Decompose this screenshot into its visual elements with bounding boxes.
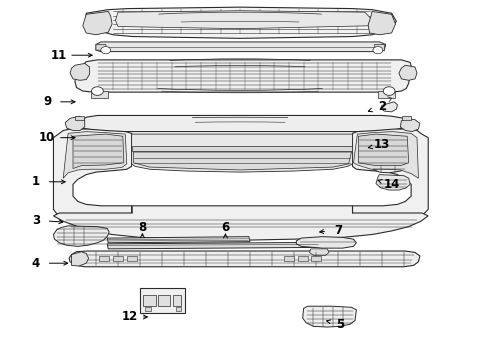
Polygon shape bbox=[96, 42, 386, 51]
Text: 6: 6 bbox=[221, 221, 230, 234]
Polygon shape bbox=[371, 148, 409, 173]
Bar bbox=[75, 116, 84, 120]
Polygon shape bbox=[373, 44, 384, 50]
Bar bbox=[284, 256, 294, 261]
Polygon shape bbox=[63, 132, 127, 178]
Polygon shape bbox=[132, 134, 352, 172]
Polygon shape bbox=[381, 102, 397, 112]
Bar bbox=[113, 256, 123, 261]
Text: 9: 9 bbox=[43, 95, 51, 108]
Bar bbox=[377, 140, 384, 144]
Text: 1: 1 bbox=[32, 175, 40, 188]
Bar bbox=[402, 116, 411, 120]
Bar bbox=[132, 146, 352, 150]
Polygon shape bbox=[69, 251, 420, 267]
Polygon shape bbox=[80, 116, 405, 132]
Text: 3: 3 bbox=[32, 214, 40, 227]
Text: 12: 12 bbox=[122, 310, 138, 324]
Polygon shape bbox=[72, 252, 89, 266]
Bar bbox=[311, 256, 321, 261]
Polygon shape bbox=[107, 237, 250, 243]
Bar bbox=[91, 91, 108, 98]
Polygon shape bbox=[303, 306, 356, 327]
Polygon shape bbox=[400, 118, 420, 132]
Text: 8: 8 bbox=[138, 221, 147, 234]
Polygon shape bbox=[86, 7, 396, 39]
Polygon shape bbox=[75, 60, 411, 92]
Polygon shape bbox=[53, 206, 428, 240]
Polygon shape bbox=[376, 175, 410, 190]
Polygon shape bbox=[399, 65, 417, 80]
Polygon shape bbox=[65, 116, 85, 131]
Text: 13: 13 bbox=[374, 138, 390, 151]
Circle shape bbox=[92, 87, 103, 95]
Polygon shape bbox=[134, 152, 351, 170]
Bar bbox=[99, 256, 109, 261]
Text: 10: 10 bbox=[39, 131, 55, 144]
Text: 14: 14 bbox=[383, 178, 400, 191]
Polygon shape bbox=[107, 242, 319, 249]
Polygon shape bbox=[352, 129, 428, 216]
Bar bbox=[298, 256, 308, 261]
Polygon shape bbox=[96, 44, 107, 50]
Bar bbox=[127, 256, 137, 261]
Polygon shape bbox=[83, 12, 112, 35]
Polygon shape bbox=[296, 237, 356, 248]
Text: 5: 5 bbox=[336, 318, 344, 331]
Bar bbox=[158, 295, 170, 306]
Bar bbox=[140, 288, 185, 314]
Polygon shape bbox=[73, 134, 124, 168]
Polygon shape bbox=[70, 63, 90, 80]
Bar bbox=[378, 91, 395, 98]
Polygon shape bbox=[368, 12, 395, 35]
Bar bbox=[144, 295, 156, 306]
Polygon shape bbox=[310, 249, 329, 255]
Bar bbox=[145, 307, 151, 311]
Text: 2: 2 bbox=[378, 100, 386, 113]
Polygon shape bbox=[53, 226, 109, 246]
Text: 11: 11 bbox=[50, 49, 67, 62]
Bar bbox=[172, 295, 181, 306]
Text: 7: 7 bbox=[334, 224, 342, 237]
Text: 4: 4 bbox=[32, 257, 40, 270]
Polygon shape bbox=[116, 11, 371, 29]
Circle shape bbox=[101, 46, 111, 54]
Polygon shape bbox=[358, 134, 409, 166]
Polygon shape bbox=[373, 138, 401, 147]
Circle shape bbox=[383, 87, 395, 95]
Bar bbox=[175, 307, 181, 311]
Circle shape bbox=[373, 46, 383, 54]
Polygon shape bbox=[353, 132, 418, 178]
Polygon shape bbox=[53, 129, 132, 216]
